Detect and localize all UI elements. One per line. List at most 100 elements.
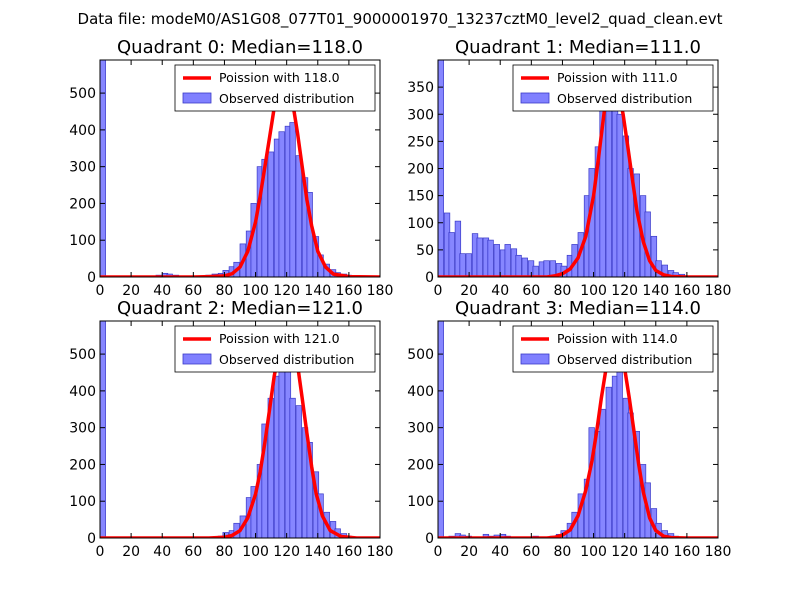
x-tick-label: 80: [554, 544, 572, 560]
x-tick-label: 180: [367, 283, 394, 299]
axes-frame: [99, 320, 381, 539]
x-tick-label: 100: [580, 544, 607, 560]
histogram-bar: [295, 155, 302, 277]
y-tick-label: 300: [69, 421, 96, 437]
y-tick-label: 100: [407, 494, 434, 510]
y-tick-label: 100: [69, 494, 96, 510]
x-tick-label: 60: [522, 283, 540, 299]
legend-bar-swatch: [182, 92, 212, 104]
x-tick-label: 180: [705, 283, 732, 299]
legend-bar-label: Observed distribution: [557, 352, 692, 367]
x-tick-label: 60: [522, 544, 540, 560]
y-tick-label: 400: [407, 384, 434, 400]
x-tick-label: 140: [642, 544, 669, 560]
legend: Poission with 111.0 Observed distribution: [512, 64, 714, 112]
y-tick-label: 500: [407, 347, 434, 363]
histogram-bar: [616, 113, 623, 277]
x-tick-label: 20: [122, 544, 140, 560]
y-tick-label: 200: [407, 162, 434, 178]
histogram-bar: [543, 260, 550, 277]
legend-bar-label: Observed distribution: [219, 91, 354, 106]
x-tick-label: 180: [705, 544, 732, 560]
histogram-bar: [438, 321, 444, 538]
x-tick-label: 0: [434, 283, 443, 299]
legend-bar-label: Observed distribution: [557, 91, 692, 106]
x-tick-label: 160: [336, 283, 363, 299]
x-tick-label: 120: [611, 544, 638, 560]
legend-line-label: Poission with 111.0: [557, 70, 678, 85]
x-tick-label: 80: [216, 283, 234, 299]
legend-line-label: Poission with 114.0: [557, 331, 678, 346]
histogram-bar: [521, 257, 528, 277]
axes-frame: [99, 59, 381, 278]
legend: Poission with 121.0 Observed distribution: [174, 325, 376, 373]
histogram-bar: [549, 260, 556, 277]
legend: Poission with 114.0 Observed distribution: [512, 325, 714, 373]
histogram-bar: [515, 254, 522, 277]
histogram-bar: [267, 151, 274, 277]
x-tick-label: 120: [611, 283, 638, 299]
x-tick-label: 100: [242, 283, 269, 299]
x-tick-label: 20: [122, 283, 140, 299]
x-tick-label: 160: [674, 283, 701, 299]
histogram-bar: [289, 122, 296, 277]
histogram-bar: [100, 60, 106, 277]
y-tick-label: 400: [69, 384, 96, 400]
x-tick-label: 0: [96, 283, 105, 299]
histogram-bars: [100, 60, 358, 277]
y-tick-label: 0: [87, 270, 96, 286]
x-tick-label: 0: [96, 544, 105, 560]
histogram-bar: [504, 244, 511, 277]
y-tick-label: 300: [407, 421, 434, 437]
x-tick-label: 80: [554, 283, 572, 299]
histogram-bar: [278, 364, 285, 538]
subplot-title: Quadrant 0: Median=118.0: [117, 37, 363, 58]
histogram-bar: [599, 408, 606, 538]
x-tick-label: 100: [580, 283, 607, 299]
histogram-bar: [295, 405, 302, 538]
subplot-quadrant-0: Quadrant 0: Median=118.0 0 20 40 60 80 100 120 1…: [69, 37, 393, 299]
x-tick-label: 40: [491, 544, 509, 560]
histogram-bar: [278, 131, 285, 277]
y-tick-label: 300: [69, 160, 96, 176]
x-tick-label: 60: [184, 544, 202, 560]
histogram-bar: [616, 364, 623, 538]
y-tick-label: 150: [407, 189, 434, 205]
x-tick-label: 140: [642, 283, 669, 299]
x-tick-label: 160: [674, 544, 701, 560]
subplot-quadrant-3: Quadrant 3: Median=114.00 20 40 60 80 100 120 1…: [407, 298, 731, 560]
y-tick-label: 100: [407, 216, 434, 232]
y-tick-label: 400: [69, 123, 96, 139]
x-tick-label: 120: [273, 283, 300, 299]
histogram-bar: [493, 244, 500, 277]
y-tick-label: 50: [416, 243, 434, 259]
y-tick-label: 350: [407, 80, 434, 96]
y-tick-label: 0: [425, 531, 434, 547]
histogram-bar: [448, 232, 455, 277]
y-tick-label: 250: [407, 134, 434, 150]
histogram-bar: [661, 264, 668, 277]
legend-bar-swatch: [520, 92, 550, 104]
x-tick-label: 180: [367, 544, 394, 560]
y-tick-label: 0: [87, 531, 96, 547]
subplot-title: Quadrant 3: Median=114.0: [455, 298, 701, 319]
x-tick-label: 60: [184, 283, 202, 299]
histogram-bar: [605, 86, 612, 277]
histogram-bar: [289, 397, 296, 538]
x-tick-label: 100: [242, 544, 269, 560]
x-tick-label: 20: [460, 544, 478, 560]
x-tick-label: 40: [491, 283, 509, 299]
x-tick-label: 120: [273, 544, 300, 560]
x-tick-label: 40: [153, 283, 171, 299]
histogram-bar: [459, 253, 466, 277]
y-tick-label: 300: [407, 107, 434, 123]
histogram-bar: [476, 237, 483, 277]
legend: Poission with 118.0 Observed distribution: [174, 64, 376, 112]
x-tick-label: 40: [153, 544, 171, 560]
x-tick-label: 160: [336, 544, 363, 560]
subplot-title: Quadrant 2: Median=121.0: [117, 298, 363, 319]
x-tick-label: 140: [304, 544, 331, 560]
legend-bar-swatch: [182, 353, 212, 365]
y-tick-label: 200: [69, 196, 96, 212]
